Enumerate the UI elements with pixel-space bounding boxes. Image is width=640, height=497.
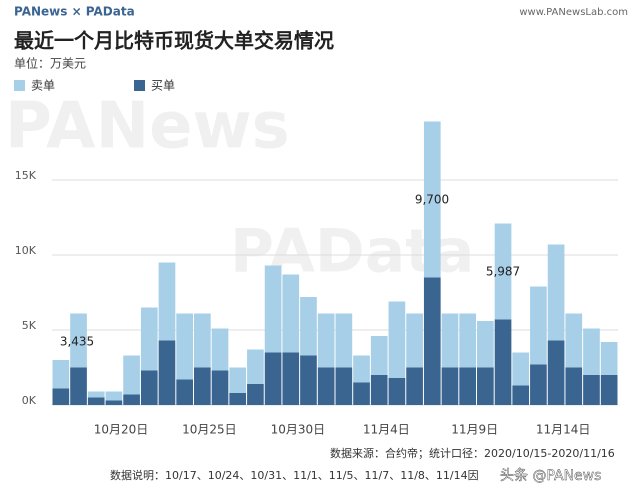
bar-segment [370,375,388,405]
bar-segment [282,352,300,405]
bar-segment [406,313,423,368]
bar-segment [194,367,211,405]
bar-segment [512,352,530,386]
y-tick-label: 0K [22,394,37,407]
bar-segment [406,367,423,405]
bar-segment [477,321,494,368]
annotation: 9,700 [415,193,449,207]
bar-segment [87,397,105,405]
note: 数据说明：10/17、10/24、10/31、11/1、11/5、11/7、11… [110,468,479,482]
x-tick-label: 11月14日 [536,423,591,437]
chart-subtitle: 单位：万美元 [14,56,86,71]
website: www.PANewsLab.com [519,7,628,18]
y-tick-label: 15K [15,169,37,182]
bar-segment [158,340,176,405]
bar-segment [388,378,406,405]
bar-segment [176,379,193,405]
bar-segment [441,367,459,405]
x-tick-label: 11月4日 [363,423,410,437]
bar-segment [247,384,264,405]
annotation: 3,435 [60,335,94,349]
y-tick-label: 10K [15,244,37,257]
bar-segment [335,313,353,368]
bar-segment [530,286,547,365]
y-tick-label: 5K [22,319,37,332]
bar-segment [87,391,105,398]
bar-segment [300,355,317,405]
bar-segment [211,370,229,405]
bar-segment [565,313,583,368]
bar-segment [459,313,476,368]
bar-segment [477,367,494,405]
bar-segment [317,313,335,368]
bar-segment [583,375,600,405]
bar-segment [547,340,565,405]
bar-segment [52,388,70,405]
bar-segment [600,375,618,405]
bar-segment [140,370,158,405]
legend-label: 买单 [151,79,175,93]
bar-segment [264,265,282,353]
bar-segment [600,342,618,375]
watermark: 头条 @PANews [500,467,601,484]
bar-segment [247,349,264,384]
bar-segment [105,391,123,401]
watermark: PANews [5,90,290,164]
source: 数据来源：合约帝；统计口径：2020/10/15-2020/11/16 [330,446,615,460]
bar-segment [494,319,512,405]
bar-segment [70,367,87,405]
bar-segment [300,297,317,356]
legend-swatch [134,80,145,91]
bar-segment [229,393,247,405]
bar-segment [423,121,441,278]
legend-swatch [14,80,25,91]
bar-segment [459,367,476,405]
x-tick-label: 10月30日 [271,423,326,437]
bar-segment [176,313,193,380]
bar-segment [494,223,512,320]
bar-segment [353,382,370,405]
bar-segment [530,364,547,405]
bar-segment [317,367,335,405]
bar-segment [512,385,530,405]
bar-segment [583,328,600,375]
bar-segment [194,313,211,368]
bar-segment [264,352,282,405]
bar-segment [105,400,123,405]
bar-segment [123,355,140,395]
x-tick-label: 10月25日 [182,423,237,437]
bar-segment [565,367,583,405]
bar-segment [370,336,388,375]
bar-segment [388,301,406,378]
bar-segment [158,262,176,341]
bar-segment [229,367,247,393]
bar-segment [123,394,140,405]
bar-segment [547,244,565,341]
brand: PANews × PAData [14,5,135,19]
bar-segment [140,307,158,371]
chart-title: 最近一个月比特币现货大单交易情况 [14,29,334,53]
bar-segment [441,313,459,368]
bar-segment [211,328,229,371]
bar-segment [353,355,370,383]
x-tick-label: 10月20日 [94,423,149,437]
x-tick-label: 11月9日 [451,423,498,437]
bar-segment [335,367,353,405]
bar-segment [282,274,300,353]
bar-segment [423,277,441,405]
annotation: 5,987 [486,265,520,279]
legend-label: 卖单 [31,79,55,93]
bar-segment [70,313,87,368]
bar-segment [52,360,70,389]
